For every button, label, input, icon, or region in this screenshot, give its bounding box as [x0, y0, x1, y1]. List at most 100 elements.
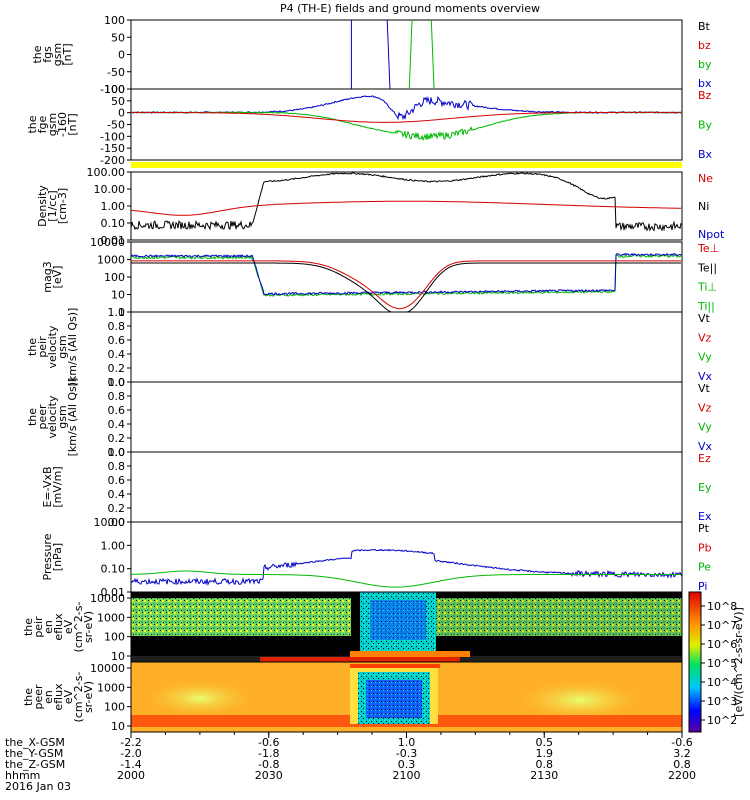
- y-axis-label: gsm: [46, 113, 59, 136]
- series-te: [131, 260, 681, 310]
- legend-entry: Vt: [698, 382, 711, 395]
- y-tick-label: 10000: [90, 662, 125, 675]
- spectrogram-peer: [131, 662, 682, 732]
- panel-frame: [130, 241, 683, 313]
- panel-frame: [130, 381, 683, 453]
- y-tick-label: 1.00: [101, 539, 126, 552]
- colorbar-label: [eV/(cm^2-s-sr-eV)]: [732, 607, 745, 717]
- y-tick-label: 0.2: [108, 502, 126, 515]
- colorbar: 10^8 10^7 10^6 10^5 10^4 10^3 10^2 [eV/(cm^2-s…: [688, 591, 745, 733]
- y-tick-label: 1.0: [108, 306, 126, 319]
- y-axis-label: the: [26, 338, 39, 356]
- y-tick-label: 0: [118, 49, 125, 62]
- legend-entry: Pi: [698, 580, 707, 593]
- colorbar-tick: 10^7: [707, 619, 737, 632]
- y-tick-label: 10.00: [94, 516, 126, 529]
- series-te-par: [131, 262, 681, 313]
- legend-entry: Npot: [698, 228, 725, 241]
- y-tick-label: -50: [107, 66, 125, 79]
- y-tick-label: 1.00: [101, 200, 126, 213]
- y-tick-label: 10: [111, 720, 125, 733]
- series-pi: [130, 548, 683, 586]
- status-bar: [131, 162, 682, 168]
- y-tick-label: 0.4: [108, 418, 126, 431]
- y-axis-label: peir: [32, 616, 45, 638]
- x-tick-label: 0.8: [536, 758, 554, 771]
- series-fgs-by: [408, 19, 413, 90]
- y-axis-label: en: [42, 690, 55, 704]
- legend-entry: Ti||: [697, 300, 715, 313]
- y-axis-label: peer: [32, 684, 45, 710]
- y-axis-label: eV: [62, 619, 75, 634]
- y-tick-label: 0.2: [108, 432, 126, 445]
- x-tick-label: 2030: [255, 769, 283, 782]
- chart-title: P4 (TH-E) fields and ground moments over…: [280, 2, 540, 15]
- y-tick-label: 10000: [90, 592, 125, 605]
- legend-entry: Vy: [698, 351, 712, 364]
- y-tick-label: 0.10: [101, 563, 126, 576]
- x-tick-label: -2.2: [120, 736, 141, 749]
- series-fge-by: [130, 111, 682, 142]
- y-tick-label: 0.6: [108, 404, 126, 417]
- panels: 100500-50-100thefgsgsm[nT]Btbzbybx100500…: [22, 14, 725, 733]
- panel-frame: [130, 88, 683, 161]
- x-axis: the_X-GSM -2.2 -0.6 1.0 0.5 -0.6 the_Y-GSM -2.0…: [5, 732, 696, 793]
- y-axis-label: en: [42, 620, 55, 634]
- y-axis-label: eflux: [52, 613, 65, 641]
- legend-entry: Ey: [698, 481, 712, 494]
- legend-entry: Bt: [698, 20, 711, 33]
- y-tick-label: -200: [100, 154, 125, 167]
- y-axis-label: peer: [36, 404, 49, 430]
- y-axis-label: velocity: [46, 325, 59, 368]
- series-fgs-by2: [430, 19, 435, 90]
- y-tick-label: 1.0: [108, 376, 126, 389]
- y-axis-label: [nT]: [61, 43, 74, 65]
- y-tick-label: 0.8: [108, 320, 126, 333]
- x-tick-label: -1.8: [258, 747, 279, 760]
- y-axis-label: eV: [62, 689, 75, 704]
- y-tick-label: 100: [104, 701, 125, 714]
- y-axis-label: (cm^2-s-: [72, 602, 85, 653]
- colorbar-tick: 10^5: [707, 657, 737, 670]
- series-ni: [130, 172, 683, 232]
- spectrogram-peir: [131, 592, 682, 662]
- y-axis-label: [cm-3]: [56, 188, 69, 224]
- y-axis-label: sr-eV): [82, 611, 95, 643]
- legend-entry: bz: [698, 39, 711, 52]
- y-tick-label: -150: [100, 142, 125, 155]
- legend-entry: Ti⊥: [697, 281, 717, 294]
- panel-frame: [130, 451, 683, 523]
- series-fgs-bx2: [386, 19, 391, 90]
- panel-frame: [130, 311, 683, 383]
- x-row-label: the_Z-GSM: [5, 758, 65, 771]
- series-fge-bz: [131, 111, 681, 123]
- y-axis-label: (cm^2-s-: [72, 672, 85, 723]
- series: [130, 19, 683, 733]
- x-tick-label: -0.8: [258, 758, 279, 771]
- x-tick-label: -0.6: [258, 736, 279, 749]
- legend-entry: Vt: [698, 312, 711, 325]
- panel-frame: [130, 661, 683, 733]
- y-axis-label: [eV]: [51, 266, 64, 289]
- y-axis-label: -160: [56, 112, 69, 137]
- y-axis-label: fgs: [41, 46, 54, 63]
- panel-density: 100.00 10.00 1.00 0.10 0.01 Density[1/cc][cm-…: [36, 166, 725, 247]
- y-axis-label: mag3: [41, 261, 54, 292]
- y-tick-label: 0.01: [101, 586, 126, 599]
- y-axis-label: eflux: [52, 683, 65, 711]
- y-tick-label: 10.00: [94, 183, 126, 196]
- series-ne: [130, 200, 682, 216]
- y-tick-label: 0.4: [108, 348, 126, 361]
- y-axis-label: fge: [36, 115, 49, 133]
- x-tick-label: -1.4: [120, 758, 141, 771]
- y-axis-label: [km/s (All Qs)]: [66, 308, 79, 387]
- colorbar-tick: 10^2: [707, 714, 737, 727]
- y-tick-label: -100: [100, 83, 125, 96]
- y-tick-label: 0.01: [101, 234, 126, 247]
- y-tick-label: 1000: [97, 611, 125, 624]
- legend-entry: Bz: [698, 89, 712, 102]
- y-axis-label: the: [31, 45, 44, 63]
